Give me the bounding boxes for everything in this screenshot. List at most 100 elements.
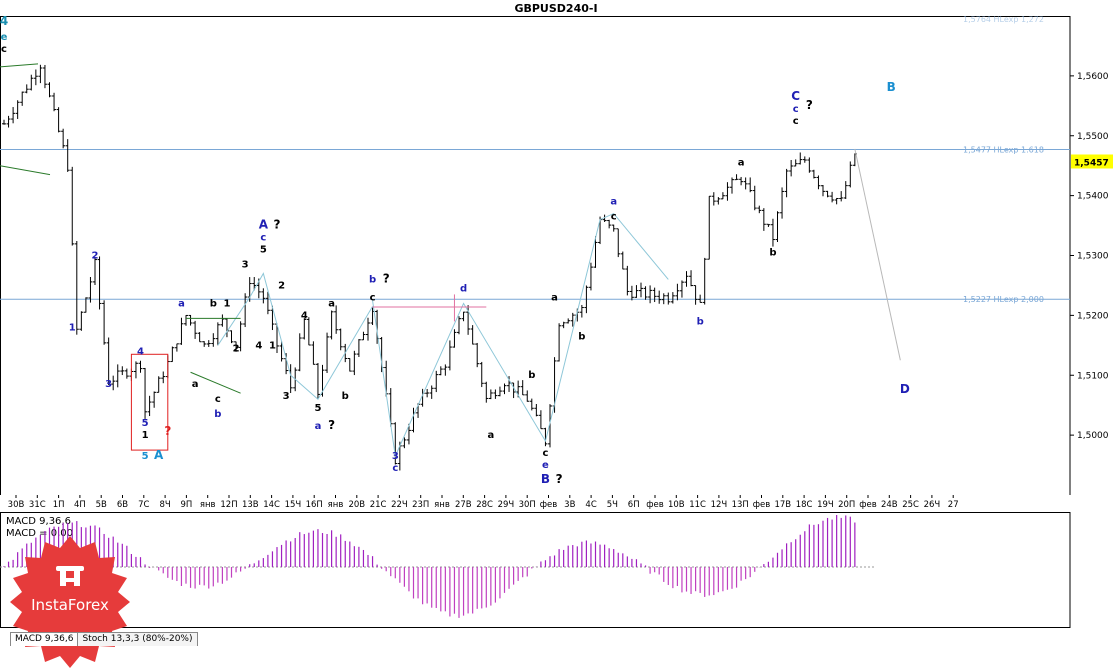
x-tick-label: янв [328,500,344,510]
x-tick-label: 5В [96,500,107,510]
wave-label: 3 [105,379,112,390]
wave-label: b [528,370,535,381]
wave-label: b [578,331,585,342]
macd-zero-label: MACD = 0,00 [6,528,73,539]
x-tick-label: 12Ч [711,500,728,510]
wave-label: a [315,421,322,432]
x-tick-label: янв [200,500,216,510]
wave-label: 5 [142,418,149,429]
macd-histogram [3,515,856,618]
x-tick-label: фев [540,500,558,510]
chart-title: GBPUSD240-I [514,2,597,15]
x-tick-label: 31С [29,500,46,510]
wave-label: a [610,197,617,208]
x-tick-label: 28С [476,500,493,510]
wave-label: c [793,104,799,115]
fib-level-label: 1,5764 HLexp 1,272 [963,15,1044,24]
x-tick-label: 13П [732,500,749,510]
wave-label: 5 [142,451,149,462]
wave-label: a [487,430,494,441]
x-tick-label: 22Ч [391,500,408,510]
x-tick-label: фев [859,500,877,510]
wave-label: 4 [255,340,262,351]
x-tick-label: янв [434,500,450,510]
wave-label: 2 [92,250,99,261]
y-tick-label: 1,5200 [1077,311,1109,321]
macd-panel-frame [0,512,1071,628]
x-tick-label: 29Ч [498,500,515,510]
x-tick-label: 10В [668,500,685,510]
x-tick-label: 25С [902,500,919,510]
wave-label: ? [274,218,281,232]
y-tick-label: 1,5300 [1077,252,1109,262]
wave-label: d [460,283,467,294]
x-tick-label: 6П [628,500,640,510]
wave-label: c [392,463,398,474]
x-tick-label: 20П [838,500,855,510]
wave-label: c [542,448,548,459]
x-tick-label: фев [646,500,664,510]
x-tick-label: 18С [796,500,813,510]
logo-mark-icon [56,566,84,586]
x-tick-label: фев [753,500,771,510]
wave-label: C [791,89,800,103]
x-tick-label: 15Ч [285,500,302,510]
x-tick-label: 23П [412,500,429,510]
wave-label: A [259,218,269,232]
wave-path-2 [217,272,373,400]
wave-label: a [551,292,558,303]
wave-label: 4 [301,310,308,321]
wave-label: 1 [142,430,149,441]
trend-line [190,371,241,394]
x-tick-label: 16П [306,500,323,510]
wave-label: B [541,472,550,486]
wave-label: 3 [283,391,290,402]
x-axis: 30В 31С 1П 4П 5В 6В 7С 8Ч 9П янв 12П 13В 14С 15Ч 16П ян… [0,495,1073,510]
trend-line [0,165,51,176]
x-tick-label: 20В [348,500,365,510]
projection-line [854,148,901,361]
wave-label: B [887,80,896,94]
wave-label: b [369,274,376,285]
x-tick-label: 1П [53,500,65,510]
wave-path [372,212,669,458]
price-bars [2,64,857,471]
indicator-tabs: MACD 9,36,6 Stoch 13,3,3 (80%-20%) [10,632,198,646]
x-tick-label: 30В [8,500,25,510]
wave-label: a [738,158,745,169]
wave-label: b [214,409,221,420]
x-tick-label: 4С [585,500,596,510]
wave-label: c [1,44,7,55]
x-tick-label: 11С [689,500,706,510]
wave-label: b [769,248,776,259]
wave-label: c [793,116,799,127]
tab-macd[interactable]: MACD 9,36,6 [10,632,79,646]
wave-label: c [215,394,221,405]
fib-level-label: 1,5227 HLexp 2,000 [963,295,1044,304]
fib-level-label: 1,5477 HLexp 1.618 [963,146,1044,155]
x-tick-label: 17В [774,500,791,510]
wave-label: b [697,316,704,327]
x-tick-label: 7С [138,500,149,510]
wave-label: e [1,32,8,43]
wave-label: 4 [0,14,8,28]
y-tick-label: 1,5400 [1077,192,1109,202]
highlight-box [130,353,169,451]
wave-label: 2 [233,343,240,354]
wave-label: 1 [269,340,276,351]
y-tick-label: 1,5100 [1077,371,1109,381]
wave-label: ? [328,418,335,432]
y-tick-label: 1,5500 [1077,132,1109,142]
wave-label: 3 [392,451,399,462]
x-tick-label: 12П [220,500,237,510]
wave-label: c [611,212,617,223]
x-tick-label: 26Ч [924,500,941,510]
wave-label: a [192,379,199,390]
tab-stoch[interactable]: Stoch 13,3,3 (80%-20%) [77,632,198,646]
x-tick-label: 24В [881,500,898,510]
wave-label: 3 [242,259,249,270]
wave-label: 4 [137,346,144,357]
macd-label: MACD 9,36,6 [6,516,71,527]
